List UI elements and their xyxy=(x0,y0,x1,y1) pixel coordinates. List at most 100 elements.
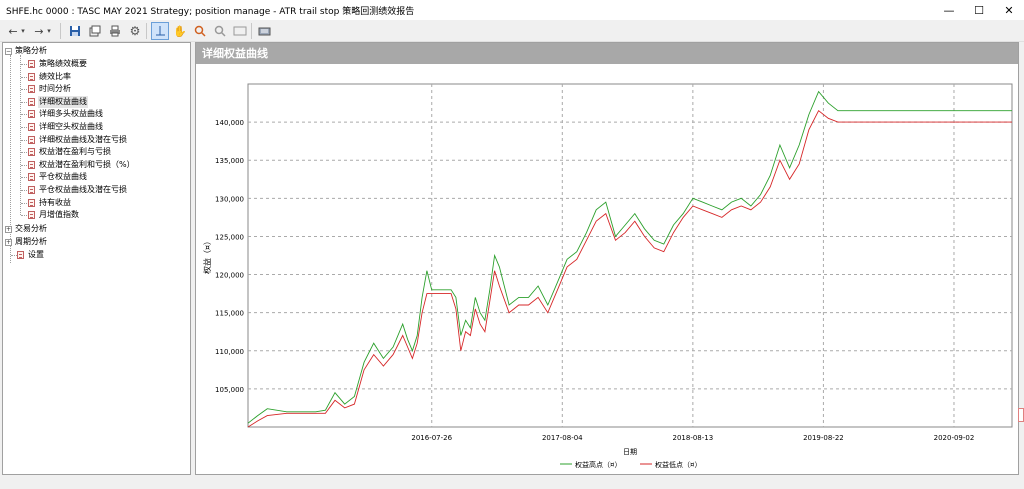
zoom-out-icon xyxy=(214,25,226,37)
tree-item-time[interactable]: 时间分析 xyxy=(28,83,72,95)
arrow-right-icon: → xyxy=(34,24,44,38)
settings-doc-icon xyxy=(17,251,24,259)
forward-dropdown-button[interactable]: ▾ xyxy=(44,22,54,40)
tree-item-equity[interactable]: 详细权益曲线 xyxy=(28,95,88,108)
tree-guide-line xyxy=(21,190,29,191)
copy-button[interactable] xyxy=(86,22,104,40)
save-button[interactable] xyxy=(66,22,84,40)
report-doc-icon xyxy=(28,160,35,169)
tree-guide-line xyxy=(21,127,29,128)
tree-item-holding-return[interactable]: 持有收益 xyxy=(28,197,72,209)
side-scroll-marker[interactable] xyxy=(1018,408,1024,422)
print-button[interactable] xyxy=(106,22,124,40)
back-dropdown-button[interactable]: ▾ xyxy=(18,22,28,40)
zoom-in-button[interactable] xyxy=(191,22,209,40)
equity-chart[interactable]: 105,000 110,000 115,000 120,000 125,000 130,0… xyxy=(196,64,1018,474)
tree-item-label: 平仓权益曲线及潜在亏损 xyxy=(39,185,127,194)
fit-button[interactable] xyxy=(231,22,249,40)
tree-guide-line xyxy=(21,64,29,65)
gear-icon: ⚙ xyxy=(129,24,141,38)
export-button[interactable] xyxy=(256,22,274,40)
tree-item-label: 平仓权益曲线 xyxy=(39,172,87,182)
x-tick-label: 2017-08-04 xyxy=(542,434,583,442)
save-icon xyxy=(70,26,80,36)
tree-item-short-equity[interactable]: 详细空头权益曲线 xyxy=(28,121,104,133)
tree-node-trade-analysis[interactable]: + 交易分析 xyxy=(5,223,48,235)
tree-item-label: 详细空头权益曲线 xyxy=(39,122,103,131)
y-tick-label: 135,000 xyxy=(215,157,244,165)
tree-item-closed-equity-drawdown[interactable]: 平仓权益曲线及潜在亏损 xyxy=(28,184,128,196)
y-tick-label: 120,000 xyxy=(215,272,244,280)
panel-title: 详细权益曲线 xyxy=(196,43,1018,64)
pan-button[interactable]: ✋ xyxy=(171,22,189,40)
x-tick-label: 2016-07-26 xyxy=(411,434,452,442)
crosshair-button[interactable] xyxy=(151,22,169,40)
y-tick-label: 125,000 xyxy=(215,233,244,241)
arrow-left-icon: ← xyxy=(8,24,18,38)
x-axis-label: 日期 xyxy=(623,448,637,456)
tree-node-label: 设置 xyxy=(28,250,44,259)
chevron-down-icon: ▾ xyxy=(47,27,51,35)
tree-item-summary[interactable]: 策略绩效概要 xyxy=(28,58,88,70)
toolbar-separator xyxy=(60,23,61,39)
y-tick-label: 140,000 xyxy=(215,119,244,127)
crosshair-icon xyxy=(156,26,165,36)
report-doc-icon xyxy=(28,173,35,182)
tree-guide-line xyxy=(21,202,29,204)
tree-guide-line xyxy=(21,114,29,116)
copy-icon xyxy=(89,25,101,37)
settings-button[interactable]: ⚙ xyxy=(126,22,144,40)
tree-item-potential-pl[interactable]: 权益潜在盈利与亏损 xyxy=(28,146,112,158)
tree-item-label: 持有收益 xyxy=(39,197,71,207)
tree-item-label: 时间分析 xyxy=(39,84,71,94)
print-icon xyxy=(110,25,120,37)
maximize-icon: ☐ xyxy=(974,3,984,17)
tree-item-monthly-index[interactable]: 月增值指数 xyxy=(28,209,80,221)
tree-item-ratios[interactable]: 绩效比率 xyxy=(28,71,72,83)
y-tick-label: 130,000 xyxy=(215,195,244,203)
tree-node-label: 周期分析 xyxy=(15,237,47,246)
report-doc-icon xyxy=(28,186,35,194)
plot-area xyxy=(247,83,1013,428)
tree-item-long-equity[interactable]: 详细多头权益曲线 xyxy=(28,108,104,120)
tree-item-label: 绩效比率 xyxy=(39,71,71,81)
x-tick-label: 2018-08-13 xyxy=(673,434,714,442)
series-line-low xyxy=(247,110,1012,428)
expand-icon[interactable]: + xyxy=(5,238,12,246)
y-tick-label: 105,000 xyxy=(215,386,244,394)
tree-node-period-analysis[interactable]: + 周期分析 xyxy=(5,236,48,248)
close-button[interactable]: ✕ xyxy=(994,0,1024,20)
hand-icon: ✋ xyxy=(173,24,187,38)
tree-guide-line xyxy=(21,76,29,78)
maximize-button[interactable]: ☐ xyxy=(964,0,994,20)
tree-item-label: 详细权益曲线 xyxy=(38,95,88,108)
tree-item-equity-drawdown[interactable]: 详细权益曲线及潜在亏损 xyxy=(28,134,128,146)
report-doc-icon xyxy=(28,198,35,207)
y-tick-label: 110,000 xyxy=(215,348,244,356)
tree-node-settings[interactable]: 设置 xyxy=(17,249,45,261)
zoom-out-button[interactable] xyxy=(211,22,229,40)
tree-item-potential-pl-pct[interactable]: 权益潜在盈利和亏损（%） xyxy=(28,159,136,171)
navigation-tree: − 策略分析 策略绩效概要 绩效比率时间分析 详细权益曲线 详细多头权益曲线详细空头权… xyxy=(2,42,191,475)
tree-item-closed-equity[interactable]: 平仓权益曲线 xyxy=(28,171,88,183)
legend-label-low: 权益低点（¤） xyxy=(655,460,701,469)
minimize-button[interactable]: — xyxy=(934,0,964,20)
forward-button[interactable]: → xyxy=(30,22,48,40)
expand-icon[interactable]: + xyxy=(5,225,12,233)
y-tick-label: 115,000 xyxy=(215,310,244,318)
tree-node-strategy-analysis[interactable]: − 策略分析 xyxy=(5,45,48,57)
toolbar: ← ▾ → ▾ ⚙ ✋ xyxy=(0,20,1024,42)
x-tick-label: 2020-09-02 xyxy=(934,434,975,442)
back-button[interactable]: ← xyxy=(4,22,22,40)
tree-guide-line xyxy=(21,215,29,217)
tree-guide-line xyxy=(10,55,11,263)
tree-guide-line xyxy=(21,152,29,154)
tree-guide-line xyxy=(21,177,29,179)
toolbar-separator xyxy=(251,23,252,39)
report-doc-icon xyxy=(28,123,35,131)
report-doc-icon xyxy=(28,110,35,119)
minimize-icon: — xyxy=(943,3,955,17)
report-doc-icon xyxy=(28,211,35,220)
collapse-icon[interactable]: − xyxy=(5,47,12,55)
